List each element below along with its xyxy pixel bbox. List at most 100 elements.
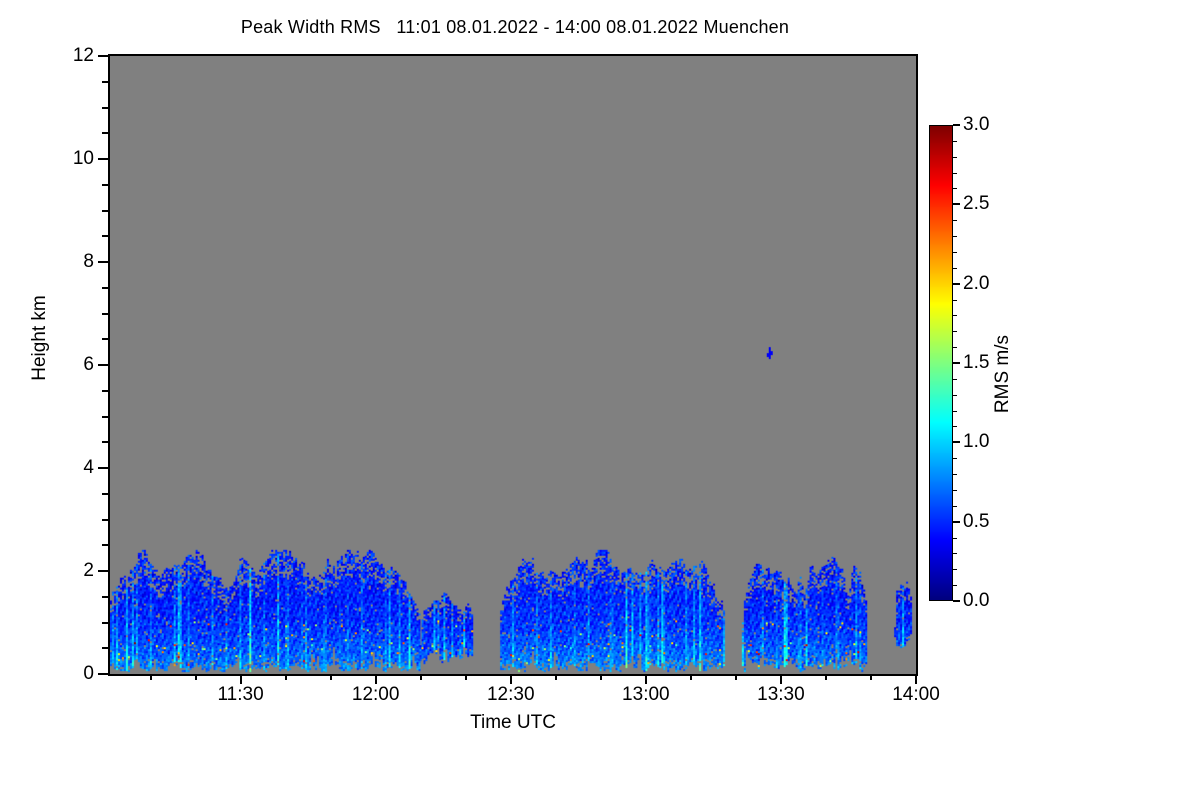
colorbar-minor-tick [953,299,957,301]
colorbar-minor-tick [953,569,957,571]
colorbar-ticklabel: 2.0 [963,272,990,294]
colorbar-minor-tick [953,553,957,555]
x-axis-minor-tick [149,674,152,680]
colorbar-ticklabel: 3.0 [963,114,990,135]
colorbar-major-tick [953,441,960,444]
colorbar-ticklabel: 0.5 [963,510,990,532]
y-axis-ticklabel: 10 [72,148,94,169]
colorbar-ticklabel: 0.0 [963,590,990,611]
y-axis-minor-tick [102,595,108,598]
colorbar-minor-tick [953,236,957,238]
x-axis-ticklabels: 11:30 12:00 12:30 13:00 13:30 14:00 [0,684,1200,708]
colorbar-minor-tick [953,537,957,539]
y-axis-minor-tick [102,106,108,109]
x-axis-ticklabel: 12:30 [486,684,535,705]
heatmap-data-layer [110,56,916,674]
colorbar-ticklabel: 1.0 [963,431,990,453]
colorbar-major-tick [953,362,960,364]
colorbar-major-tick [953,520,960,523]
x-axis-major-tick [374,674,377,684]
colorbar-major-tick [953,203,960,206]
colorbar-minor-tick [953,331,957,333]
colorbar-major-tick [953,600,960,602]
y-axis-title: Height km [29,295,50,381]
colorbar-minor-tick [953,188,957,190]
colorbar-minor-tick [953,156,957,158]
x-axis-major-tick [779,674,782,684]
x-axis-major-tick [915,674,917,684]
y-axis-ticklabel: 6 [83,354,94,375]
y-axis-minor-tick [102,647,108,650]
y-axis-major-tick [98,570,108,572]
y-axis-minor-tick [102,441,108,444]
x-axis-minor-tick [554,674,557,680]
colorbar-minor-tick [953,315,957,317]
y-axis-minor-tick [102,389,108,392]
y-axis-minor-tick [102,80,108,83]
colorbar-gradient [930,126,952,600]
colorbar-ticklabel: 2.5 [963,193,990,215]
colorbar-minor-tick [953,410,957,412]
colorbar-major-tick [953,124,960,126]
colorbar-title: RMS m/s [992,334,1013,414]
colorbar-minor-tick [953,394,957,396]
y-axis-ticklabel: 0 [83,663,94,684]
x-axis-major-tick [644,674,647,684]
colorbar-minor-tick [953,251,957,253]
colorbar-minor-tick [953,505,957,507]
x-axis-minor-tick [824,674,827,680]
colorbar-minor-tick [953,172,957,174]
colorbar-minor-tick [953,220,957,222]
x-axis-ticklabel: 12:00 [351,684,400,705]
x-axis-ticklabel: 13:00 [622,684,670,705]
y-axis-major-tick [98,364,108,366]
y-axis-minor-tick [102,132,108,135]
x-axis-title: Time UTC [470,712,556,733]
x-axis-major-tick [239,674,242,684]
y-axis-ticklabels: 0 2 4 6 8 10 12 [0,0,108,800]
colorbar-minor-tick [953,489,957,491]
y-axis-minor-tick [102,183,108,186]
colorbar-minor-tick [953,426,957,428]
colorbar-minor-tick [953,458,957,460]
y-axis-major-tick [98,673,108,675]
y-axis-major-tick [98,467,108,469]
y-axis-ticklabel: 12 [72,45,94,66]
y-axis-minor-tick [102,338,108,341]
colorbar [929,125,953,601]
colorbar-major-tick [953,282,960,285]
colorbar-minor-tick [953,140,957,142]
y-axis-ticklabel: 8 [83,251,94,272]
y-axis-minor-tick [102,415,108,418]
x-axis-minor-tick [464,674,467,680]
y-axis-major-tick [98,55,108,57]
colorbar-ticklabel: 1.5 [963,352,990,373]
plot-area [108,54,918,676]
x-axis-ticklabel: 11:30 [217,684,264,705]
y-axis-minor-tick [102,235,108,238]
x-axis-ticklabel: 13:30 [757,684,805,705]
y-axis-ticklabel: 4 [83,457,94,478]
y-axis-minor-tick [102,544,108,547]
x-axis-minor-tick [734,674,737,680]
x-axis-minor-tick [869,674,872,680]
y-axis-major-tick [98,158,108,160]
x-axis-minor-tick [194,674,197,680]
y-axis-ticklabel: 2 [83,560,94,581]
colorbar-minor-tick [953,585,957,587]
x-axis-major-tick [509,674,512,684]
colorbar-minor-tick [953,474,957,476]
y-axis-minor-tick [102,209,108,212]
x-axis-ticklabel: 14:00 [892,684,940,705]
page-title: Peak Width RMS 11:01 08.01.2022 - 14:00 … [240,17,790,37]
x-axis-minor-tick [284,674,287,680]
y-axis-minor-tick [102,312,108,315]
colorbar-minor-tick [953,378,957,380]
x-axis-minor-tick [419,674,422,680]
y-axis-minor-tick [102,492,108,495]
y-axis-minor-tick [102,518,108,521]
colorbar-minor-tick [953,347,957,349]
y-axis-minor-tick [102,286,108,289]
y-axis-minor-tick [102,621,108,624]
